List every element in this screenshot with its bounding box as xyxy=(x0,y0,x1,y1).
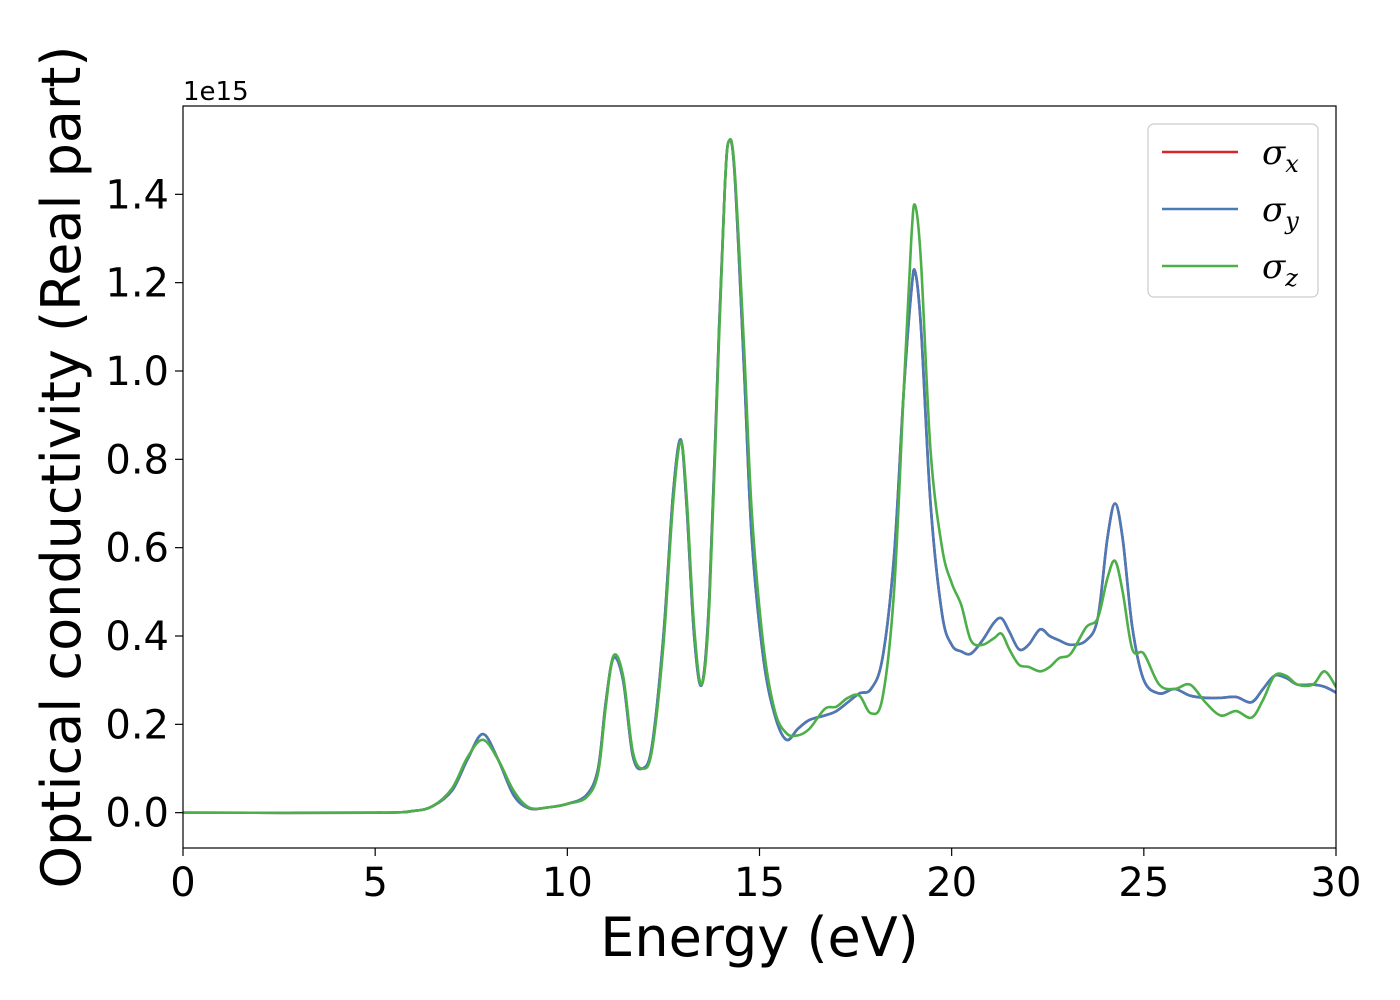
legend-box xyxy=(1147,123,1319,298)
y-tick-label: 1.4 xyxy=(105,172,169,218)
legend-label-y: σy xyxy=(1262,190,1299,235)
y-axis-ticks: 0.0 0.2 0.4 0.6 0.8 1.0 1.2 1.4 xyxy=(105,172,183,837)
x-tick-label: 10 xyxy=(542,860,593,906)
x-axis-ticks: 0 5 10 15 20 25 30 xyxy=(170,848,1361,906)
x-tick-label: 0 xyxy=(170,860,195,906)
x-tick-label: 20 xyxy=(926,860,977,906)
y-tick-label: 0.8 xyxy=(105,437,169,483)
y-axis-label: Optical conductivity (Real part) xyxy=(30,46,93,889)
legend: σx σy σz xyxy=(1147,123,1319,298)
y-tick-label: 0.0 xyxy=(105,791,169,837)
x-tick-label: 30 xyxy=(1311,860,1362,906)
y-tick-label: 0.4 xyxy=(105,614,169,660)
y-tick-label: 1.0 xyxy=(105,349,169,395)
x-tick-label: 15 xyxy=(734,860,785,906)
y-tick-label: 1.2 xyxy=(105,261,169,307)
series-line-z xyxy=(183,138,1336,815)
x-tick-label: 5 xyxy=(362,860,387,906)
y-tick-label: 0.2 xyxy=(105,702,169,748)
y-offset-label: 1e15 xyxy=(183,77,249,107)
legend-label-z: σz xyxy=(1262,247,1298,292)
x-axis-label: Energy (eV) xyxy=(600,906,919,969)
series-layer xyxy=(183,138,1336,815)
legend-label-x: σx xyxy=(1262,133,1299,178)
x-tick-label: 25 xyxy=(1118,860,1169,906)
y-tick-label: 0.6 xyxy=(105,526,169,572)
